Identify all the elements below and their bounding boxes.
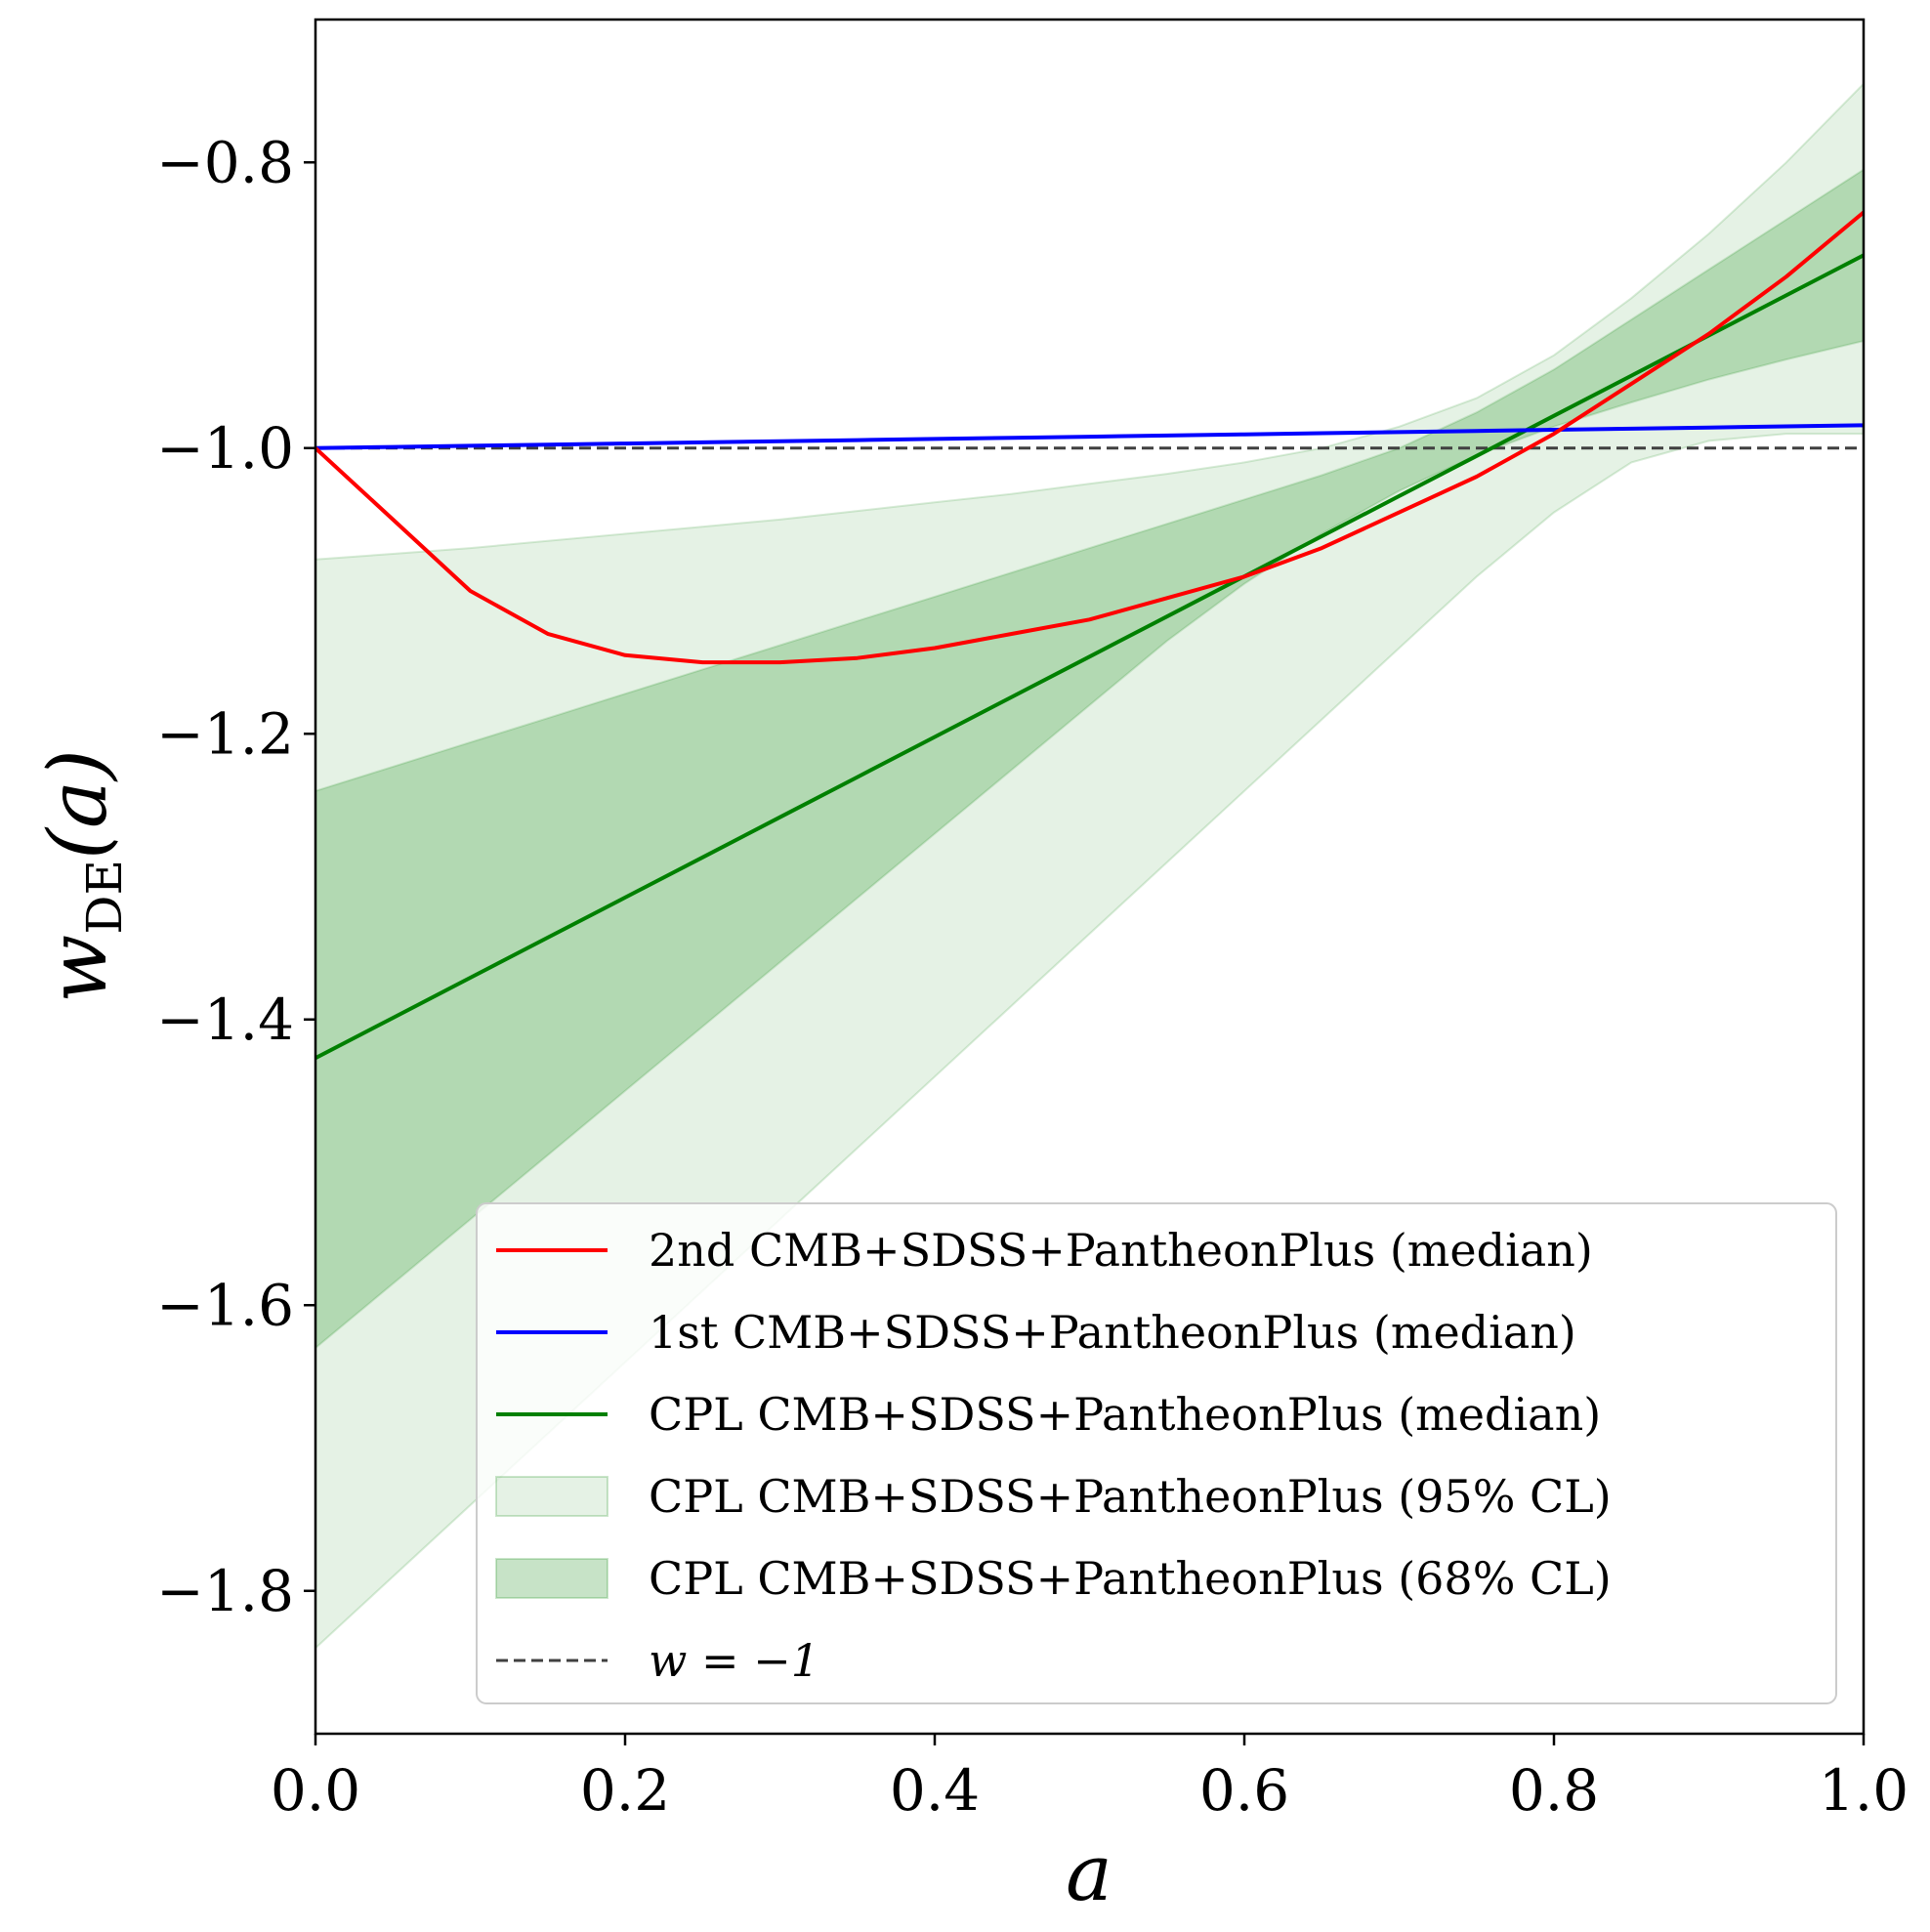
legend-label: CPL CMB+SDSS+PantheonPlus (95% CL) [649,1470,1612,1523]
y-axis-title-suffix: (a) [32,749,125,860]
x-tick-label: 0.0 [271,1757,360,1824]
y-tick-label: −1.8 [156,1558,294,1624]
y-tick-label: −0.8 [156,129,294,195]
line-cpl-cmb-sdss-pantheonplus-median [315,253,1864,1060]
legend-box [476,1202,1837,1704]
y-tick-label: −1.0 [156,415,294,482]
legend-item-6: w = −1 [496,1634,819,1687]
legend-item-2: 1st CMB+SDSS+PantheonPlus (median) [496,1306,1576,1359]
x-axis-title: a [1066,1827,1112,1918]
band-cpl-cmb-sdss-pantheonplus-68-cl [315,168,1864,1350]
y-tick-label: −1.2 [156,700,294,767]
legend-swatch [495,1476,608,1517]
legend-label: 1st CMB+SDSS+PantheonPlus (median) [649,1306,1576,1359]
x-tick-label: 0.8 [1509,1757,1599,1824]
line-1st-cmb-sdss-pantheonplus-median [315,423,1864,450]
legend-item-3: CPL CMB+SDSS+PantheonPlus (median) [496,1388,1601,1441]
line-2nd-cmb-sdss-pantheonplus-median [315,210,1864,665]
x-axis-ticks: 0.0 0.2 0.4 0.6 0.8 1.0 [271,1734,1909,1824]
y-tick-label: −1.4 [156,987,294,1053]
y-axis-title-base: w [32,935,125,1003]
y-axis-title: wDE(a) [32,749,133,1003]
x-tick-label: 0.2 [580,1757,670,1824]
y-tick-label: −1.6 [156,1272,294,1338]
legend: 2nd CMB+SDSS+PantheonPlus (median) 1st CM… [476,1202,1837,1704]
legend-item-4: CPL CMB+SDSS+PantheonPlus (95% CL) [495,1470,1612,1523]
legend-label: CPL CMB+SDSS+PantheonPlus (68% CL) [649,1552,1612,1605]
x-tick-label: 1.0 [1819,1757,1909,1824]
series-lines [315,210,1864,1060]
y-axis-title-subscript: DE [76,860,133,935]
y-axis-ticks: −0.8 −1.0 −1.2 −1.4 −1.6 −1.8 [156,129,315,1624]
plot-frame [314,18,1866,1736]
legend-label: w = −1 [649,1634,819,1687]
legend-item-5: CPL CMB+SDSS+PantheonPlus (68% CL) [495,1552,1612,1605]
legend-label: 2nd CMB+SDSS+PantheonPlus (median) [649,1224,1593,1277]
legend-item-1: 2nd CMB+SDSS+PantheonPlus (median) [496,1224,1593,1277]
legend-label: CPL CMB+SDSS+PantheonPlus (median) [649,1388,1601,1441]
x-tick-label: 0.6 [1199,1757,1289,1824]
svg-text:wDE(a): wDE(a) [32,749,133,1003]
legend-swatch [495,1558,608,1599]
x-tick-label: 0.4 [890,1757,980,1824]
